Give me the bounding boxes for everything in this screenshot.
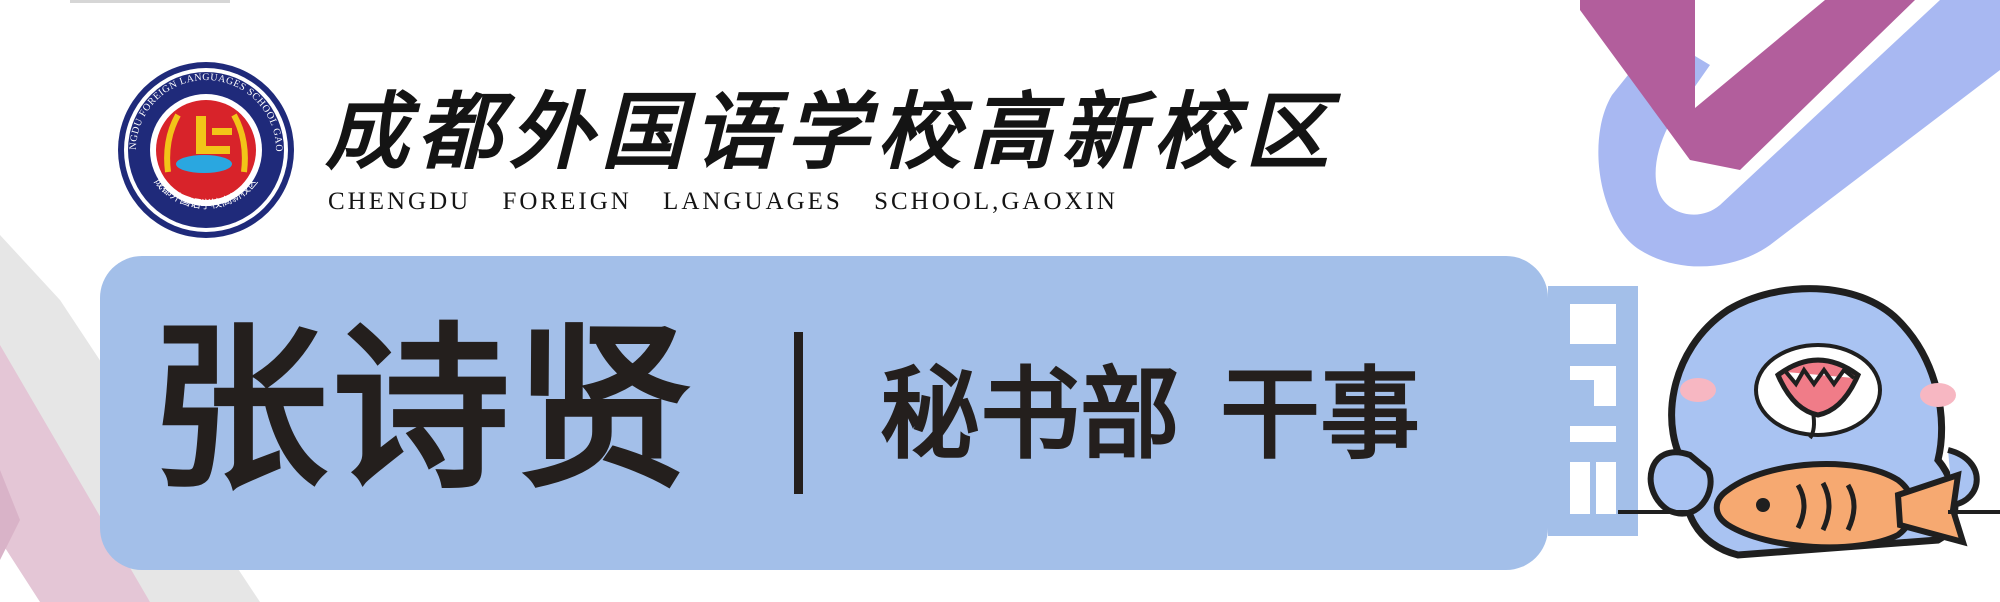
department-label: 秘书部 [880,356,1180,473]
deco-left-pink-tail [0,470,20,560]
person-role: 秘书部 干事 [880,355,1420,475]
school-name-chinese: 成都外国语学校高新校区 [325,82,1338,181]
deco-top-sliver [70,0,230,3]
school-name-english: CHENGDU FOREIGN LANGUAGES SCHOOL,GAOXIN [328,188,1118,215]
deco-blue-ribbon [1598,0,2000,267]
name-banner [100,256,1548,570]
deco-purple-chevron [1580,0,1915,170]
banner-divider [794,332,803,494]
school-emblem-icon: CHENGDU FOREIGN LANGUAGES SCHOOL GAOXIN … [112,52,294,238]
person-name: 张诗贤 [150,306,696,513]
whale-mascot-icon [1618,285,2000,559]
decorative-pillar [1548,286,1638,536]
school-emblem: CHENGDU FOREIGN LANGUAGES SCHOOL GAOXIN … [112,52,296,240]
position-label: 干事 [1220,356,1420,473]
